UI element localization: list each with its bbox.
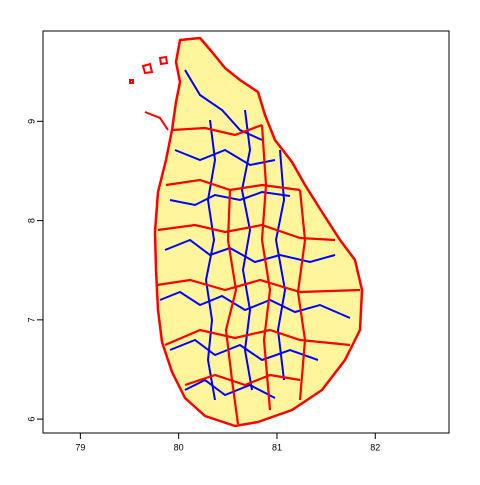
y-tick-label: 8: [26, 218, 36, 223]
y-tick-label: 7: [26, 317, 36, 322]
x-tick-label: 80: [174, 442, 184, 452]
x-tick-label: 82: [370, 442, 380, 452]
x-tick-label: 81: [272, 442, 282, 452]
island: [153, 36, 364, 428]
plot-frame: [42, 30, 450, 434]
division-lines: [159, 69, 351, 401]
map: [129, 36, 364, 428]
y-tick-label: 6: [26, 417, 36, 422]
x-tick-label: 79: [75, 442, 85, 452]
islets: [129, 55, 169, 131]
district-lines: [156, 123, 361, 425]
y-tick-label: 9: [26, 119, 36, 124]
